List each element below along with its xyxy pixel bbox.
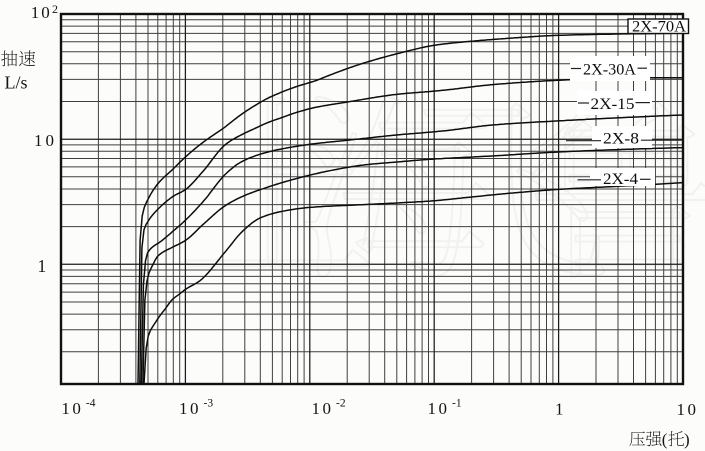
svg-text:2X-8: 2X-8 xyxy=(603,131,639,148)
svg-text:10: 10 xyxy=(428,399,450,418)
svg-text:2X-4: 2X-4 xyxy=(603,171,638,188)
svg-text:2: 2 xyxy=(52,2,58,16)
svg-text:L/s: L/s xyxy=(5,73,28,93)
svg-text:10: 10 xyxy=(31,3,52,22)
svg-text:10: 10 xyxy=(312,399,334,418)
svg-text:(: ( xyxy=(662,430,668,449)
svg-text:1: 1 xyxy=(38,256,47,276)
svg-text:2X-30A: 2X-30A xyxy=(583,62,637,79)
svg-text:10: 10 xyxy=(179,399,201,418)
svg-text:10: 10 xyxy=(34,131,57,150)
svg-text:1: 1 xyxy=(555,400,564,419)
svg-text:2X-15: 2X-15 xyxy=(591,96,635,113)
svg-text:10: 10 xyxy=(677,400,699,419)
svg-text:-3: -3 xyxy=(204,398,214,410)
svg-text:-2: -2 xyxy=(336,398,346,410)
svg-text:-4: -4 xyxy=(86,398,96,410)
svg-text:): ) xyxy=(684,430,690,449)
svg-text:2X-70A: 2X-70A xyxy=(632,19,687,36)
svg-text:-1: -1 xyxy=(452,398,462,410)
svg-text:10: 10 xyxy=(61,399,83,418)
